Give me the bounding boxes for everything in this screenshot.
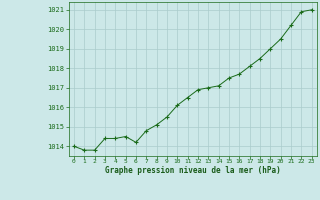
X-axis label: Graphe pression niveau de la mer (hPa): Graphe pression niveau de la mer (hPa)	[105, 166, 281, 175]
